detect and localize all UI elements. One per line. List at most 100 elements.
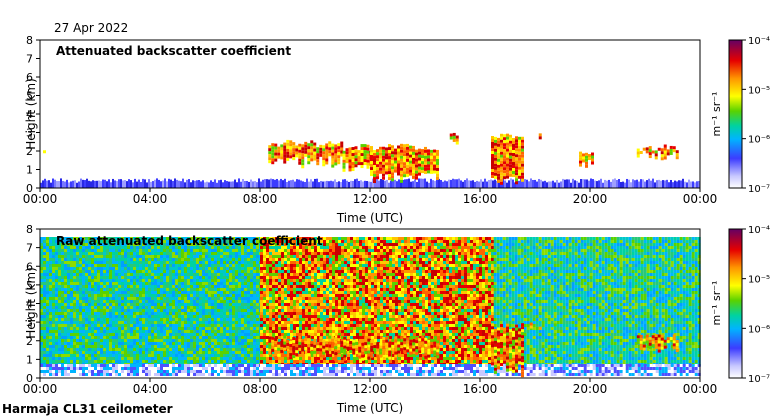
pixel [85, 354, 88, 357]
pixel [52, 348, 55, 351]
pixel [337, 152, 341, 156]
pixel [190, 336, 193, 339]
pixel [271, 149, 275, 153]
pixel [61, 246, 64, 249]
pixel [76, 255, 79, 258]
pixel [446, 181, 448, 188]
pixel [91, 246, 94, 249]
pixel [211, 367, 214, 370]
pixel [181, 367, 184, 370]
pixel [250, 367, 253, 370]
pixel [287, 273, 290, 276]
pixel [503, 143, 506, 147]
pixel [235, 249, 238, 252]
pixel [145, 348, 148, 351]
pixel [50, 182, 52, 188]
pixel [115, 288, 118, 291]
pixel [142, 240, 145, 243]
pixel [241, 285, 244, 288]
pixel [235, 240, 238, 243]
pixel [73, 297, 76, 300]
pixel [406, 149, 409, 153]
pixel [193, 237, 196, 240]
pixel [193, 327, 196, 330]
pixel [199, 348, 202, 351]
pixel [193, 367, 196, 370]
pixel [145, 258, 148, 261]
pixel [184, 249, 187, 252]
pixel [43, 309, 46, 312]
pixel [190, 261, 193, 264]
pixel [40, 330, 43, 333]
pixel [397, 163, 400, 167]
pixel [154, 321, 157, 324]
pixel [283, 148, 287, 152]
pixel [112, 246, 115, 249]
pixel [136, 294, 139, 297]
pixel [64, 370, 67, 373]
pixel [145, 367, 148, 370]
pixel [290, 273, 293, 276]
pixel [636, 179, 638, 188]
pixel [196, 273, 199, 276]
pixel [133, 312, 136, 315]
pixel [669, 148, 673, 152]
pixel [61, 291, 64, 294]
pixel [232, 267, 235, 270]
pixel [208, 300, 211, 303]
pixel [112, 237, 115, 240]
pixel [220, 288, 223, 291]
pixel [79, 324, 82, 327]
pixel [109, 370, 112, 373]
pixel [256, 348, 259, 351]
pixel [318, 182, 320, 188]
pixel [256, 237, 259, 240]
pixel [97, 285, 100, 288]
pixel [208, 364, 211, 367]
pixel [310, 149, 314, 153]
pixel [558, 182, 560, 188]
pixel [70, 237, 73, 240]
pixel [109, 288, 112, 291]
pixel [58, 267, 61, 270]
pixel [337, 143, 341, 147]
pixel [139, 276, 142, 279]
pixel [199, 327, 202, 330]
pixel [67, 285, 70, 288]
pixel [202, 294, 205, 297]
pixel [97, 291, 100, 294]
pixel [235, 288, 238, 291]
pixel [235, 276, 238, 279]
pixel [430, 164, 433, 168]
pixel [212, 181, 214, 188]
pixel [202, 249, 205, 252]
pixel [260, 249, 263, 252]
pixel [220, 243, 223, 246]
pixel [98, 180, 100, 188]
pixel [235, 315, 238, 318]
pixel [64, 237, 67, 240]
pixel [412, 172, 415, 176]
pixel [109, 348, 112, 351]
pixel [244, 297, 247, 300]
pixel [178, 270, 181, 273]
pixel [73, 258, 76, 261]
pixel [512, 156, 515, 160]
pixel [220, 348, 223, 351]
pixel [148, 364, 151, 367]
pixel [250, 240, 253, 243]
pixel [199, 246, 202, 249]
pixel [398, 179, 400, 188]
pixel [660, 157, 664, 161]
pixel [64, 354, 67, 357]
pixel [52, 264, 55, 267]
pixel [184, 300, 187, 303]
pixel [433, 152, 436, 156]
pixel [400, 146, 403, 150]
pixel [40, 357, 43, 360]
pixel [166, 370, 169, 373]
pixel [181, 300, 184, 303]
pixel [366, 159, 370, 163]
pixel [415, 152, 418, 156]
pixel [172, 351, 175, 354]
